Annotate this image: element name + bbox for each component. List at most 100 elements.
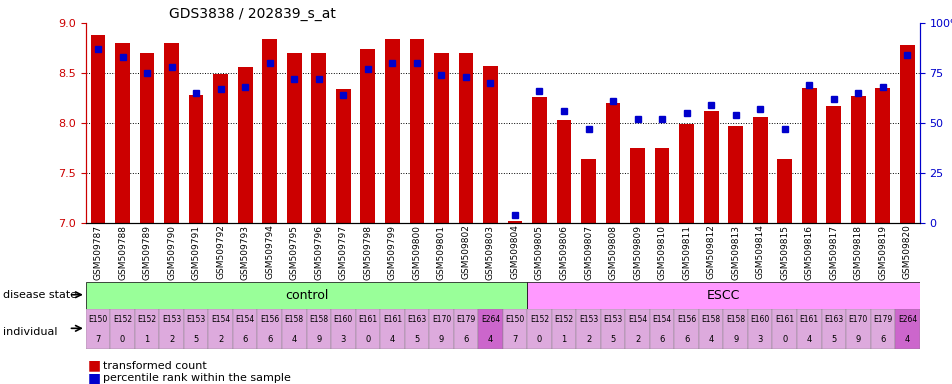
Text: E158: E158	[308, 315, 328, 324]
Text: GSM509820: GSM509820	[902, 225, 911, 280]
Bar	[747, 309, 772, 349]
Text: GSM509787: GSM509787	[93, 225, 103, 280]
Text: E158: E158	[701, 315, 720, 324]
Bar	[311, 53, 326, 223]
Bar	[531, 97, 546, 223]
Text: 7: 7	[95, 335, 101, 344]
Bar	[526, 282, 919, 309]
Text: GSM509789: GSM509789	[143, 225, 151, 280]
Bar	[625, 309, 649, 349]
Text: 9: 9	[316, 335, 321, 344]
Text: ESCC: ESCC	[706, 289, 740, 302]
Text: E153: E153	[162, 315, 181, 324]
Text: GSM509799: GSM509799	[387, 225, 396, 280]
Bar	[551, 309, 576, 349]
Text: 6: 6	[463, 335, 468, 344]
Text: 5: 5	[830, 335, 836, 344]
Text: 6: 6	[267, 335, 272, 344]
Text: 3: 3	[340, 335, 346, 344]
Text: E163: E163	[823, 315, 843, 324]
Bar	[483, 66, 497, 223]
Bar	[184, 309, 208, 349]
Bar	[262, 39, 277, 223]
Bar	[213, 74, 228, 223]
Bar	[704, 111, 718, 223]
Text: GSM509795: GSM509795	[289, 225, 298, 280]
Text: GSM509788: GSM509788	[118, 225, 127, 280]
Text: E158: E158	[285, 315, 304, 324]
Text: 0: 0	[536, 335, 542, 344]
Text: ■: ■	[88, 359, 101, 372]
Text: GSM509805: GSM509805	[534, 225, 544, 280]
Text: 0: 0	[782, 335, 786, 344]
Bar	[752, 117, 766, 223]
Text: E152: E152	[113, 315, 132, 324]
Text: 6: 6	[684, 335, 688, 344]
Text: 4: 4	[707, 335, 713, 344]
Text: GSM509806: GSM509806	[559, 225, 568, 280]
Text: GSM509817: GSM509817	[828, 225, 838, 280]
Bar	[556, 120, 571, 223]
Bar	[870, 309, 894, 349]
Text: E264: E264	[897, 315, 916, 324]
Text: E161: E161	[774, 315, 793, 324]
Text: GSM509815: GSM509815	[780, 225, 788, 280]
Bar	[86, 309, 110, 349]
Bar	[360, 49, 375, 223]
Bar	[526, 309, 551, 349]
Text: 9: 9	[732, 335, 738, 344]
Text: 0: 0	[365, 335, 370, 344]
Text: 6: 6	[659, 335, 664, 344]
Text: E161: E161	[799, 315, 818, 324]
Text: GSM509812: GSM509812	[706, 225, 715, 280]
Text: E150: E150	[89, 315, 108, 324]
Text: GSM509792: GSM509792	[216, 225, 225, 280]
Text: 1: 1	[561, 335, 566, 344]
Bar	[894, 309, 919, 349]
Bar	[825, 106, 841, 223]
Bar	[433, 53, 448, 223]
Text: GSM509813: GSM509813	[730, 225, 740, 280]
Text: individual: individual	[3, 327, 57, 337]
Text: E153: E153	[578, 315, 598, 324]
Bar	[801, 88, 816, 223]
Bar	[899, 45, 914, 223]
Bar	[90, 35, 106, 223]
Bar	[629, 148, 645, 223]
Bar	[238, 67, 252, 223]
Text: GSM509796: GSM509796	[314, 225, 323, 280]
Text: 5: 5	[610, 335, 615, 344]
Text: 2: 2	[169, 335, 174, 344]
Text: GSM509801: GSM509801	[436, 225, 446, 280]
Bar	[232, 309, 257, 349]
Bar	[679, 124, 693, 223]
Bar	[110, 309, 134, 349]
Bar	[777, 159, 791, 223]
Text: GSM509819: GSM509819	[878, 225, 886, 280]
Text: E154: E154	[235, 315, 254, 324]
Text: GSM509818: GSM509818	[853, 225, 862, 280]
Bar	[164, 43, 179, 223]
Bar	[335, 89, 350, 223]
Bar	[330, 309, 355, 349]
Bar	[159, 309, 184, 349]
Text: E154: E154	[210, 315, 230, 324]
Text: GSM509809: GSM509809	[632, 225, 642, 280]
Text: E154: E154	[652, 315, 671, 324]
Text: E160: E160	[750, 315, 769, 324]
Bar	[86, 282, 526, 309]
Bar	[307, 309, 330, 349]
Bar	[698, 309, 723, 349]
Bar	[478, 309, 503, 349]
Text: E156: E156	[676, 315, 696, 324]
Text: GDS3838 / 202839_s_at: GDS3838 / 202839_s_at	[169, 7, 336, 21]
Text: GSM509804: GSM509804	[510, 225, 519, 280]
Bar	[507, 221, 522, 223]
Text: 7: 7	[512, 335, 517, 344]
Text: percentile rank within the sample: percentile rank within the sample	[103, 373, 290, 383]
Text: GSM509814: GSM509814	[755, 225, 764, 280]
Text: GSM509794: GSM509794	[265, 225, 274, 280]
Bar	[287, 53, 301, 223]
Text: GSM509791: GSM509791	[191, 225, 201, 280]
Text: transformed count: transformed count	[103, 361, 207, 371]
